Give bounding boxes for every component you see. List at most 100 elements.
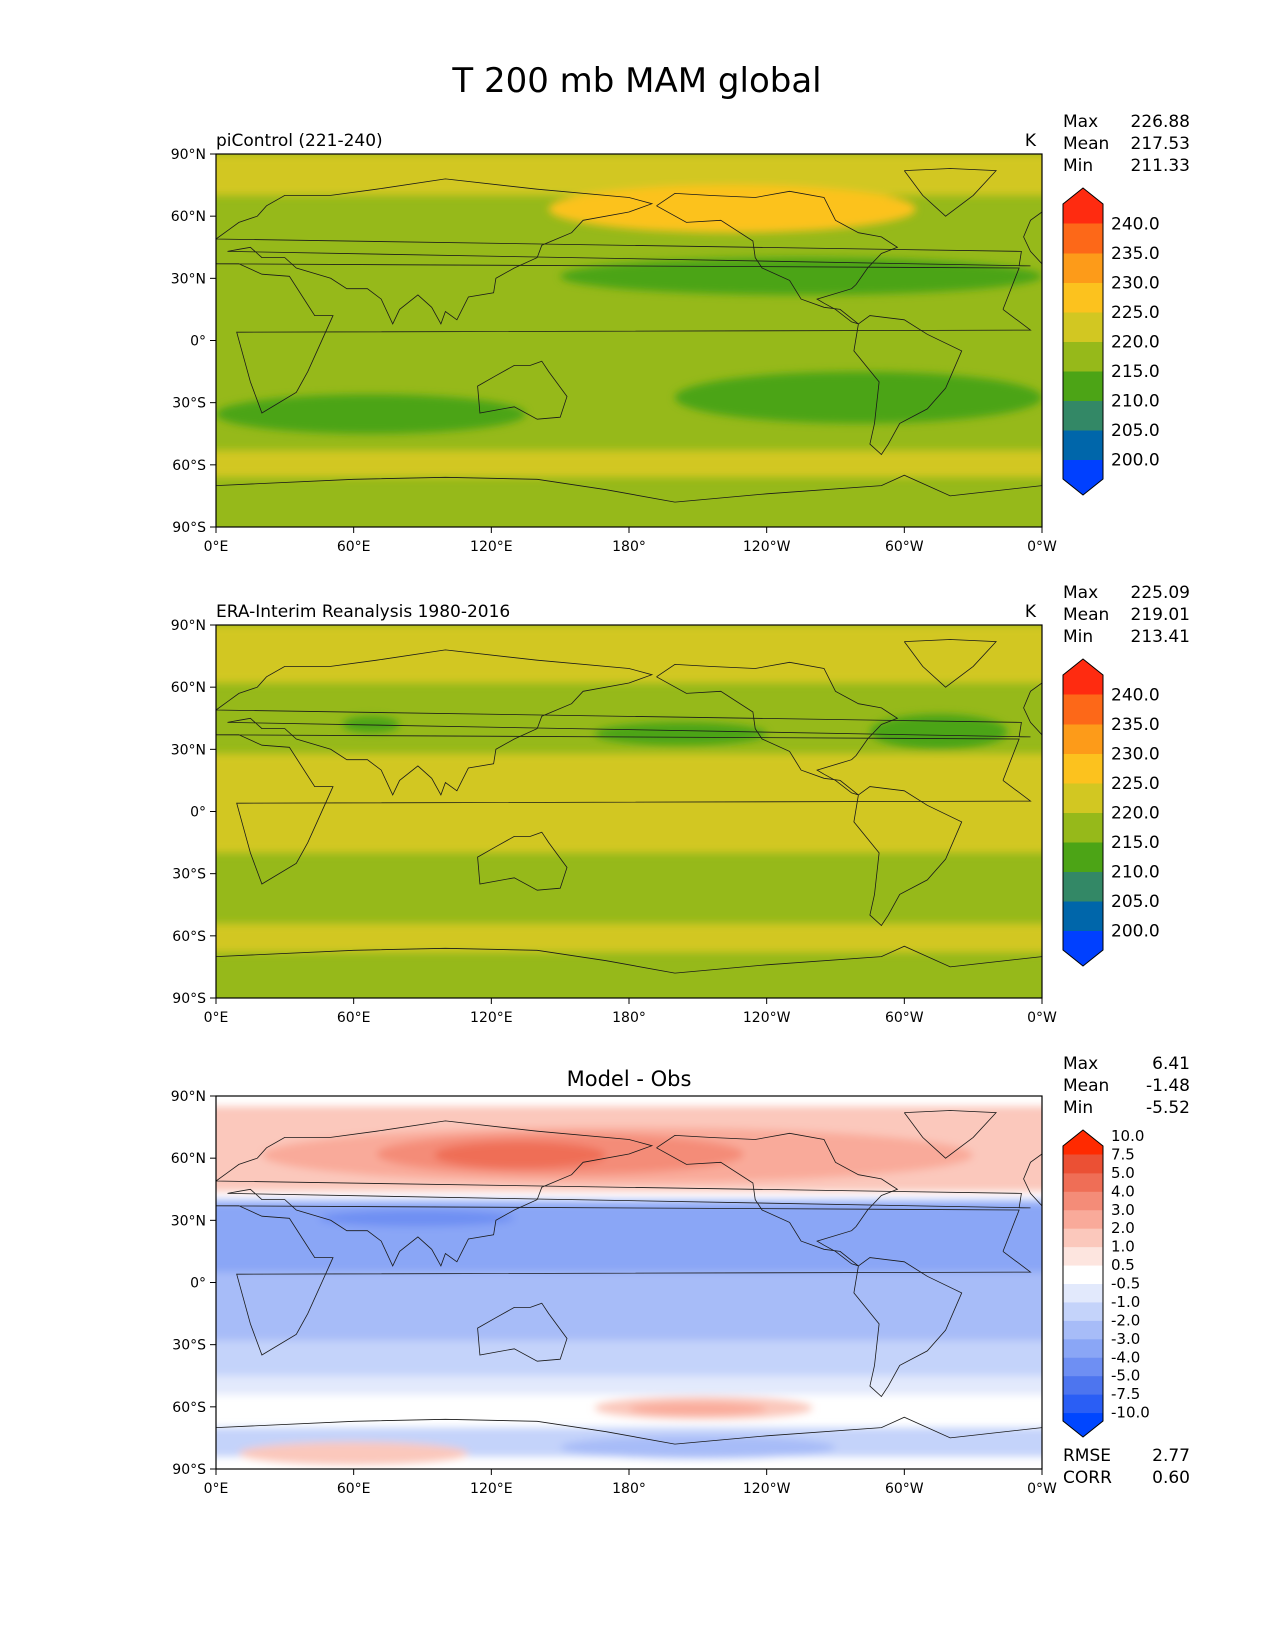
colorbar-swatch (1063, 312, 1103, 342)
lat-tick-label: 90°S (172, 1462, 206, 1478)
colorbar-tick-label: 205.0 (1111, 421, 1160, 441)
stat-value-rmse: 2.77 (1152, 1446, 1190, 1466)
lat-tick-label: 60°N (171, 680, 206, 696)
colorbar-swatch (1063, 659, 1103, 695)
colorbar-tick-label: 215.0 (1111, 833, 1160, 853)
colorbar-tick-label: -0.5 (1111, 1275, 1140, 1293)
colorbar-swatch (1063, 1357, 1103, 1377)
coastline-6 (216, 474, 1042, 503)
colorbar-swatch (1063, 459, 1103, 495)
colorbar-tick-label: -5.0 (1111, 1367, 1140, 1385)
stat-label-rmse: RMSE (1063, 1446, 1111, 1466)
colorbar-tick-label: 0.5 (1111, 1256, 1135, 1274)
stat-label-max: Max (1063, 112, 1098, 132)
contour-blob-13 (560, 1435, 836, 1459)
lat-tick-label: 90°S (172, 991, 206, 1007)
colorbar-tick-label: 240.0 (1111, 215, 1160, 235)
coastline-2 (216, 649, 1031, 796)
lon-tick-label: 120°E (470, 539, 513, 555)
stat-value-max: 225.09 (1131, 583, 1190, 603)
contour-blob-4 (216, 394, 526, 434)
colorbar-outline (1062, 187, 1104, 496)
map-field (216, 1096, 1042, 1469)
coastlines (216, 639, 1042, 974)
colorbar-swatch (1063, 1283, 1103, 1303)
lat-tick-label: 90°N (171, 147, 206, 163)
coastline-2 (216, 1120, 1031, 1267)
coastline-3 (477, 360, 568, 420)
contour-band-3 (216, 923, 1042, 953)
stat-label-mean: Mean (1063, 1076, 1109, 1096)
colorbar-swatch (1063, 400, 1103, 431)
coastline-4 (656, 661, 899, 796)
colorbar-swatch (1063, 1394, 1103, 1414)
colorbar-tick-label: 210.0 (1111, 392, 1160, 412)
colorbar-swatch (1063, 253, 1103, 283)
contour-band-2 (216, 450, 1042, 478)
colorbar-tick-label: 235.0 (1111, 244, 1160, 264)
coastline-5 (853, 1257, 963, 1398)
coastline-8 (1023, 1153, 1042, 1207)
lon-tick-label: 120°W (743, 1010, 791, 1026)
lon-tick-label: 60°W (885, 539, 924, 555)
coastline-7 (903, 1110, 997, 1159)
panel-2: 90°N 60°N 30°N 0° 30°S 60°S 90°S 0°E 60°E 120°E 18… (171, 583, 1190, 1026)
map-field (216, 625, 1042, 998)
colorbar-outline (1062, 658, 1104, 967)
colorbar-swatch (1063, 1130, 1103, 1155)
coastline-2 (216, 178, 1031, 325)
contour-band-9 (216, 1375, 1042, 1395)
lat-tick-label: 30°N (171, 742, 206, 758)
lon-tick-label: 180° (612, 1010, 646, 1026)
colorbar-tick-label: -4.0 (1111, 1348, 1140, 1366)
coastline-4 (656, 190, 899, 325)
lat-tick-label: 90°S (172, 520, 206, 536)
colorbar-tick-label: -7.5 (1111, 1385, 1140, 1403)
colorbar-swatch (1063, 1191, 1103, 1211)
contour-blob-3 (548, 185, 916, 233)
panel-1: 90°N 60°N 30°N 0° 30°S 60°S 90°S 0°E 60°E 120°E 18… (171, 112, 1190, 555)
colorbar-outline (1062, 1129, 1104, 1438)
colorbar-tick-label: 220.0 (1111, 804, 1160, 824)
lat-tick-label: 60°S (172, 1400, 206, 1416)
colorbar: 200.0 205.0 210.0 215.0 220.0 225.0 230.0 235.0… (1062, 658, 1160, 967)
colorbar-swatch (1063, 1172, 1103, 1192)
colorbar-tick-label: -2.0 (1111, 1311, 1140, 1329)
coastlines (216, 168, 1042, 503)
lat-tick-label: 60°S (172, 929, 206, 945)
colorbar-swatch (1063, 901, 1103, 931)
stat-value-min: 213.41 (1131, 627, 1190, 647)
colorbar-tick-label: 220.0 (1111, 333, 1160, 353)
lat-tick-label: 30°N (171, 271, 206, 287)
lat-tick-label: 30°N (171, 1213, 206, 1229)
colorbar-swatch (1063, 871, 1103, 902)
lat-tick-label: 0° (190, 805, 206, 821)
stat-value-max: 6.41 (1152, 1054, 1190, 1074)
stat-label-min: Min (1063, 627, 1093, 647)
colorbar-tick-label: 225.0 (1111, 774, 1160, 794)
figure-title: T 200 mb MAM global (451, 61, 821, 101)
stat-label-mean: Mean (1063, 605, 1109, 625)
coastline-5 (853, 786, 963, 927)
lon-tick-label: 120°E (470, 1481, 513, 1497)
coastline-3 (477, 1302, 568, 1362)
contour-band-1 (216, 154, 1042, 196)
colorbar-swatch (1063, 188, 1103, 224)
panel-title: piControl (221-240) (216, 131, 383, 151)
contour-blob-5 (560, 257, 1042, 295)
lon-tick-label: 0°W (1027, 1481, 1057, 1497)
colorbar-swatch (1063, 1265, 1103, 1284)
colorbar-tick-label: 225.0 (1111, 303, 1160, 323)
units-label: K (1025, 131, 1037, 151)
colorbar-tick-label: 230.0 (1111, 745, 1160, 765)
contour-band-6 (216, 1203, 1042, 1273)
lon-tick-label: 60°E (337, 539, 371, 555)
lon-tick-label: 0°E (204, 1010, 229, 1026)
contour-blob-11 (629, 1402, 767, 1416)
colorbar-swatch (1063, 1412, 1103, 1437)
colorbar-tick-label: -3.0 (1111, 1330, 1140, 1348)
lon-tick-label: 120°E (470, 1010, 513, 1026)
coastline-1 (216, 734, 1032, 885)
stat-value-corr: 0.60 (1152, 1468, 1190, 1488)
colorbar-swatch (1063, 930, 1103, 966)
